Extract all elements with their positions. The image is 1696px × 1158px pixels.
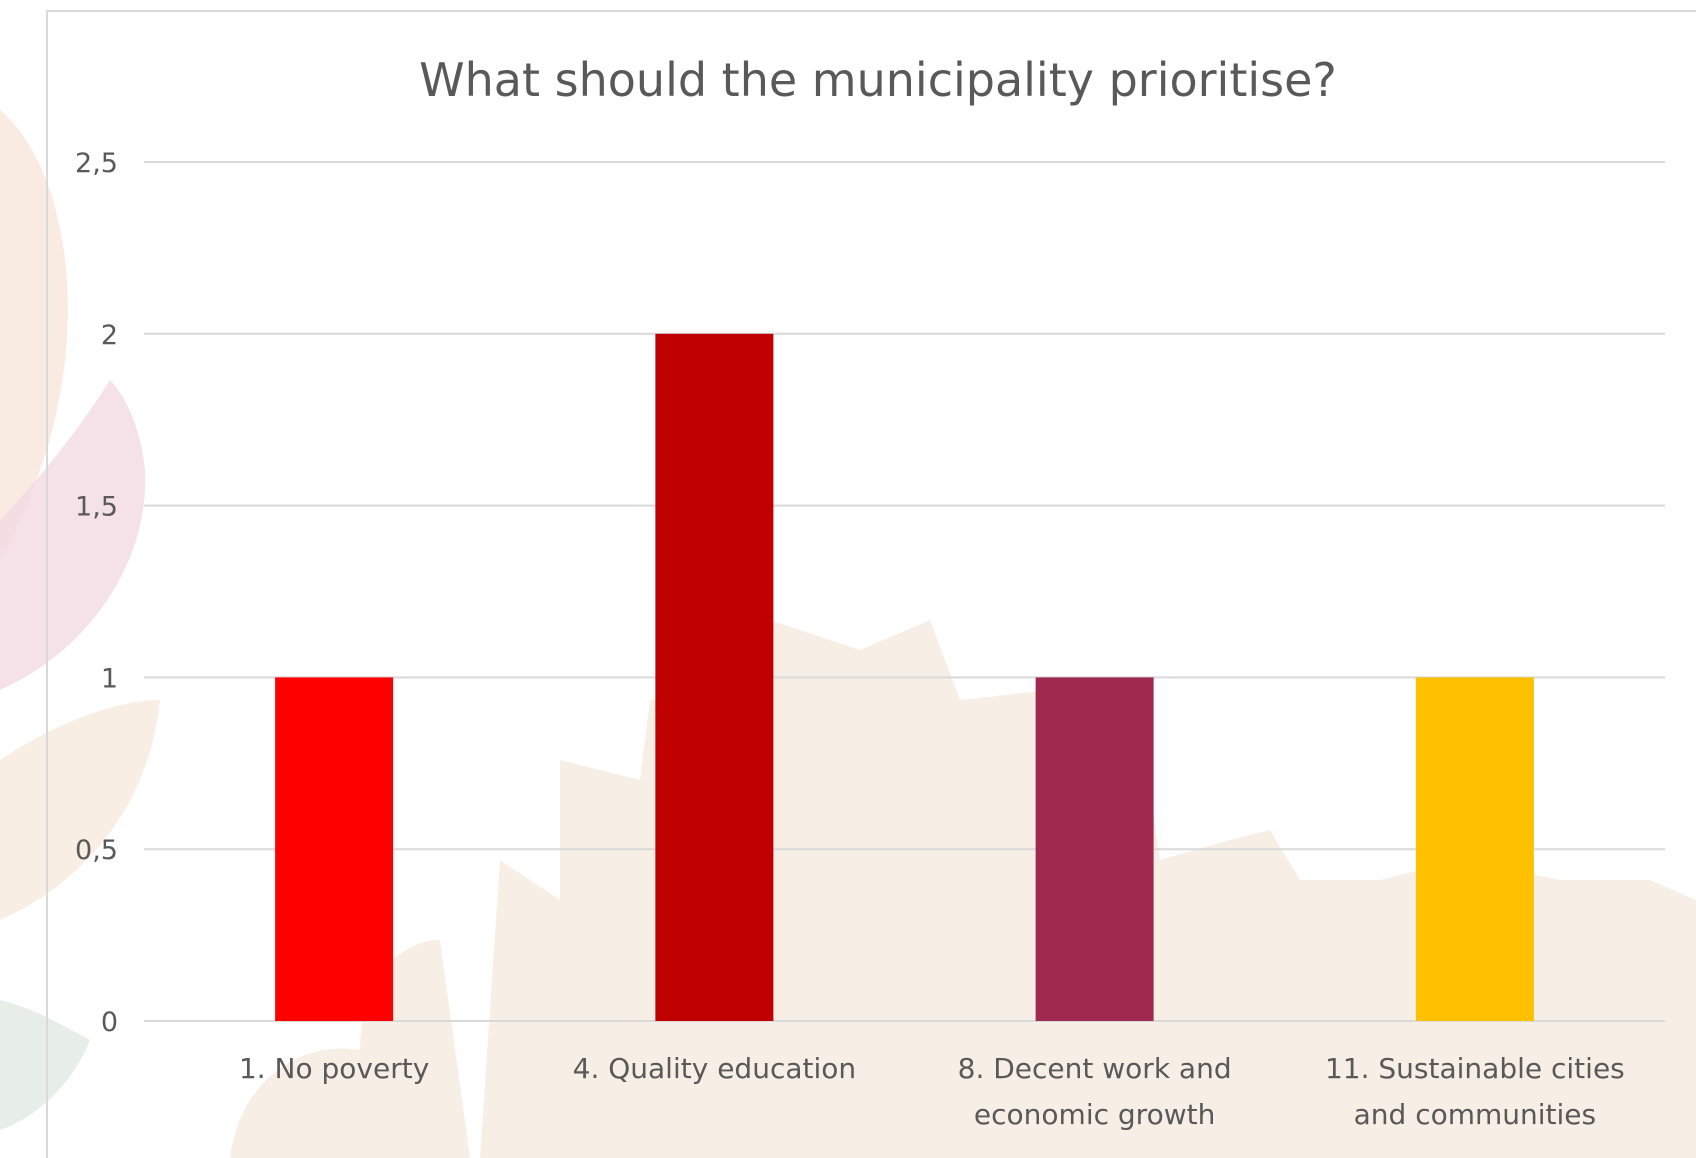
bars	[275, 333, 1534, 1021]
decor-leaf-pink	[0, 380, 146, 690]
decor-leaf-green	[0, 1000, 90, 1130]
chart-title: What should the municipality prioritise?	[419, 53, 1337, 107]
decor-flower-left	[230, 940, 470, 1158]
decor-leaf-peach	[0, 110, 68, 560]
y-tick-label: 1,5	[75, 492, 118, 523]
y-tick-label: 1	[101, 663, 118, 694]
x-tick-label: 1. No poverty	[239, 1052, 429, 1085]
x-axis-labels: 1. No poverty 4. Quality education 8. Dece…	[239, 1052, 1625, 1131]
chart-area	[46, 10, 1696, 1158]
bar	[1035, 677, 1154, 1021]
x-tick-label: 8. Decent work and economic growth	[958, 1052, 1232, 1131]
gridlines	[144, 161, 1665, 1022]
y-axis-ticks: 0 0,5 1 1,5 2 2,5	[75, 148, 118, 1038]
bar	[1415, 677, 1534, 1021]
x-tick-label: 4. Quality education	[573, 1052, 857, 1085]
y-tick-label: 2,5	[75, 148, 118, 179]
y-tick-label: 0,5	[75, 835, 118, 866]
y-tick-label: 0	[101, 1007, 118, 1038]
decor-leaf-peach-2	[0, 700, 160, 920]
y-tick-label: 2	[101, 320, 118, 351]
bar	[275, 677, 394, 1021]
bar	[655, 333, 774, 1021]
x-tick-label: 11. Sustainable cities and communities	[1325, 1052, 1625, 1131]
